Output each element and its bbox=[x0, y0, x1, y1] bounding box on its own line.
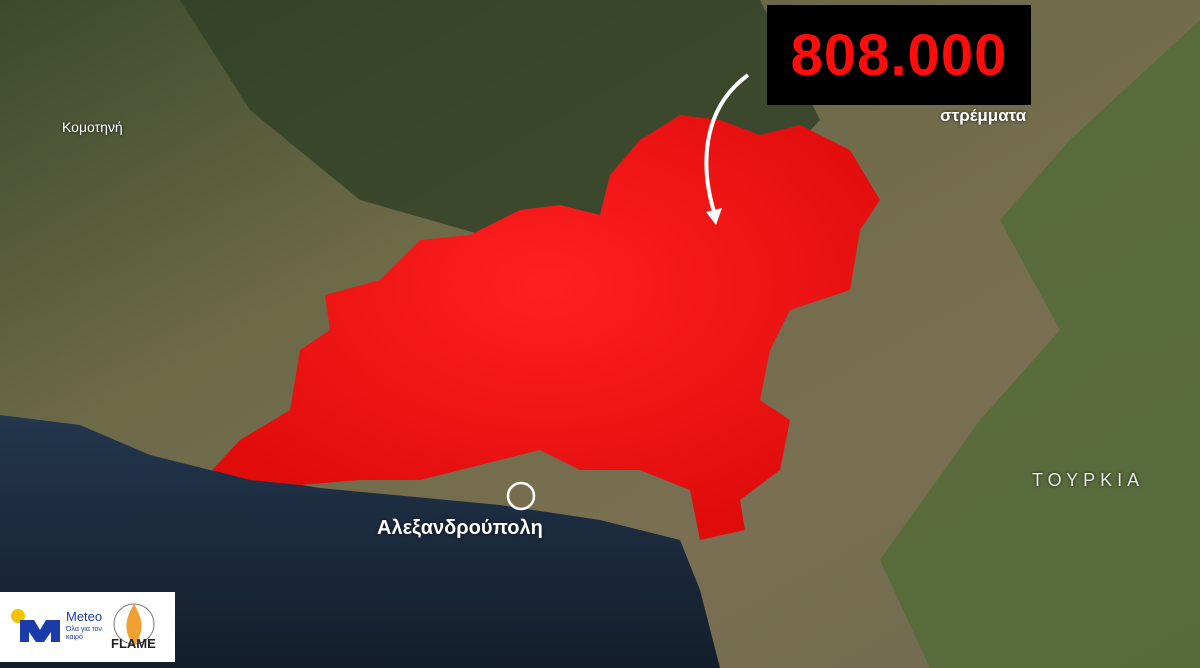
city-marker-icon bbox=[506, 481, 536, 511]
place-label-turkey: ΤΟΥΡΚΙΑ bbox=[1032, 470, 1145, 490]
arrow-head-icon bbox=[706, 208, 722, 225]
arrow bbox=[704, 73, 750, 219]
meteo-tagline: Όλα για τον καιρό bbox=[66, 626, 102, 641]
counter-value: 808.000 bbox=[790, 22, 1008, 88]
place-label-komotini: Κομοτηνή bbox=[62, 119, 123, 135]
meteo-logo-text: Meteo bbox=[66, 609, 103, 624]
counter-unit: στρέμματα bbox=[940, 106, 1027, 125]
evros-valley bbox=[880, 20, 1200, 668]
flame-logo-text: FLAME bbox=[111, 636, 156, 651]
burn-area bbox=[212, 115, 880, 540]
sea bbox=[0, 415, 720, 668]
flame-logo-icon bbox=[113, 603, 155, 646]
logo-panel: Meteo Όλα για τον καιρό FLAME bbox=[0, 592, 175, 662]
burned-area-counter: 808.000 bbox=[767, 5, 1031, 105]
place-label-alexandroupoli: Αλεξανδρούπολη bbox=[377, 517, 543, 539]
meteo-logo-icon bbox=[11, 609, 60, 642]
